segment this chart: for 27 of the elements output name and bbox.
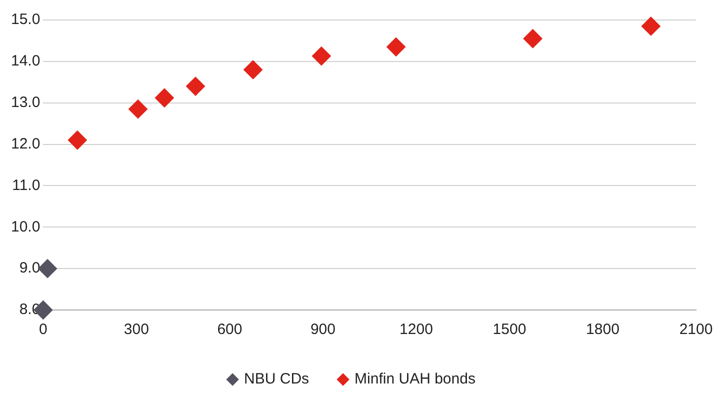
y-tick-label: 12.0 xyxy=(10,135,40,152)
point xyxy=(68,130,87,150)
x-tick-label: 1800 xyxy=(586,321,620,338)
y-tick-label: 14.0 xyxy=(10,52,40,70)
point xyxy=(154,88,174,108)
x-tick-label: 1500 xyxy=(492,321,526,338)
y-tick-label: 13.0 xyxy=(10,94,40,111)
point xyxy=(186,76,206,96)
legend-label: NBU CDs xyxy=(244,370,310,388)
legend-label: Minfin UAH bonds xyxy=(354,370,476,388)
y-tick-label: 15.0 xyxy=(10,11,40,28)
y-tick-label: 10.0 xyxy=(10,218,40,236)
point xyxy=(244,60,263,80)
point xyxy=(312,46,331,66)
point xyxy=(641,16,660,36)
y-tick-label: 9.0 xyxy=(19,260,40,277)
x-tick-label: 600 xyxy=(217,321,242,338)
x-tick-label: 1200 xyxy=(400,321,433,338)
point xyxy=(386,37,406,56)
y-tick-label: 11.0 xyxy=(12,176,40,194)
x-tick-label: 2100 xyxy=(679,321,713,338)
point xyxy=(523,29,542,48)
x-tick-label: 0 xyxy=(39,321,48,338)
point xyxy=(38,259,58,278)
point xyxy=(128,100,148,119)
x-tick-label: 300 xyxy=(124,321,149,338)
x-tick-label: 900 xyxy=(310,321,336,338)
